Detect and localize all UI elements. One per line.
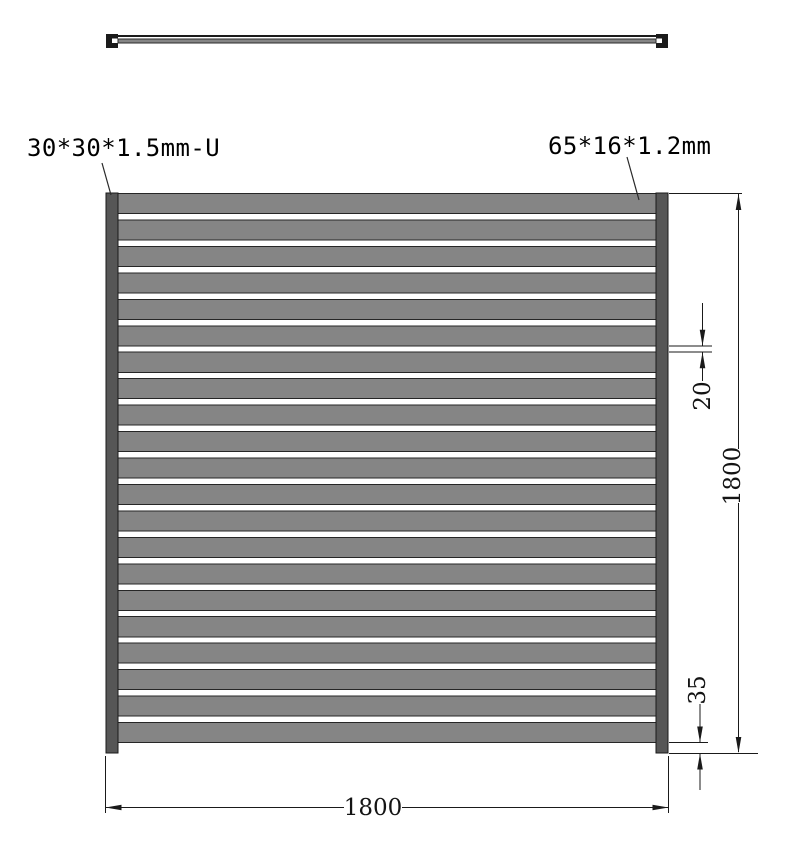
post-spec-label: 30*30*1.5mm-U [27,134,220,162]
slat [117,378,657,400]
slat [117,404,657,426]
gap-arrow-down [699,329,706,346]
left-post [105,192,119,754]
slat-spec-leader-line [626,156,640,201]
bottom-clearance-dimension: 35 [669,675,711,790]
slat-spec-label: 65*16*1.2mm [548,132,711,160]
top-view [106,34,668,48]
width-arrow-right [652,804,669,811]
slat [117,219,657,241]
top-view-left-post-channel-opening [112,38,118,43]
top-view-panel-slat-edge [117,38,657,44]
gap-arrow-up [699,352,706,369]
slat [117,616,657,638]
slat [117,536,657,558]
clearance-dim-text: 35 [685,675,711,704]
slats [117,193,657,744]
slat [117,431,657,453]
front-view [105,192,669,754]
slat [117,563,657,585]
post-spec-leader-line [101,162,112,196]
callouts: 30*30*1.5mm-U 65*16*1.2mm [27,132,711,201]
slat [117,510,657,532]
slat [117,457,657,479]
slat [117,245,657,267]
gap-dim-text: 20 [690,381,716,410]
slat [117,193,657,215]
top-view-right-post-channel-opening [656,38,662,43]
slat [117,351,657,373]
width-arrow-left [105,804,122,811]
slat [117,589,657,611]
width-dim-text: 1800 [344,795,403,821]
slat [117,722,657,744]
height-arrow-top [735,194,742,210]
slat [117,669,657,691]
height-arrow-bottom [735,737,742,753]
height-dimension: 1800 [669,193,758,754]
slat [117,483,657,506]
slat [117,325,657,347]
height-dim-text: 1800 [720,447,746,506]
slat [117,272,657,294]
slat [117,695,657,717]
slat [117,642,657,664]
slat [117,298,657,320]
gap-dimension: 20 [669,303,716,411]
clearance-arrow-up [697,753,703,770]
width-dimension: 1800 [105,756,669,821]
clearance-arrow-down [697,726,703,743]
right-post [655,192,669,754]
top-view-panel-front-edge [118,35,656,37]
